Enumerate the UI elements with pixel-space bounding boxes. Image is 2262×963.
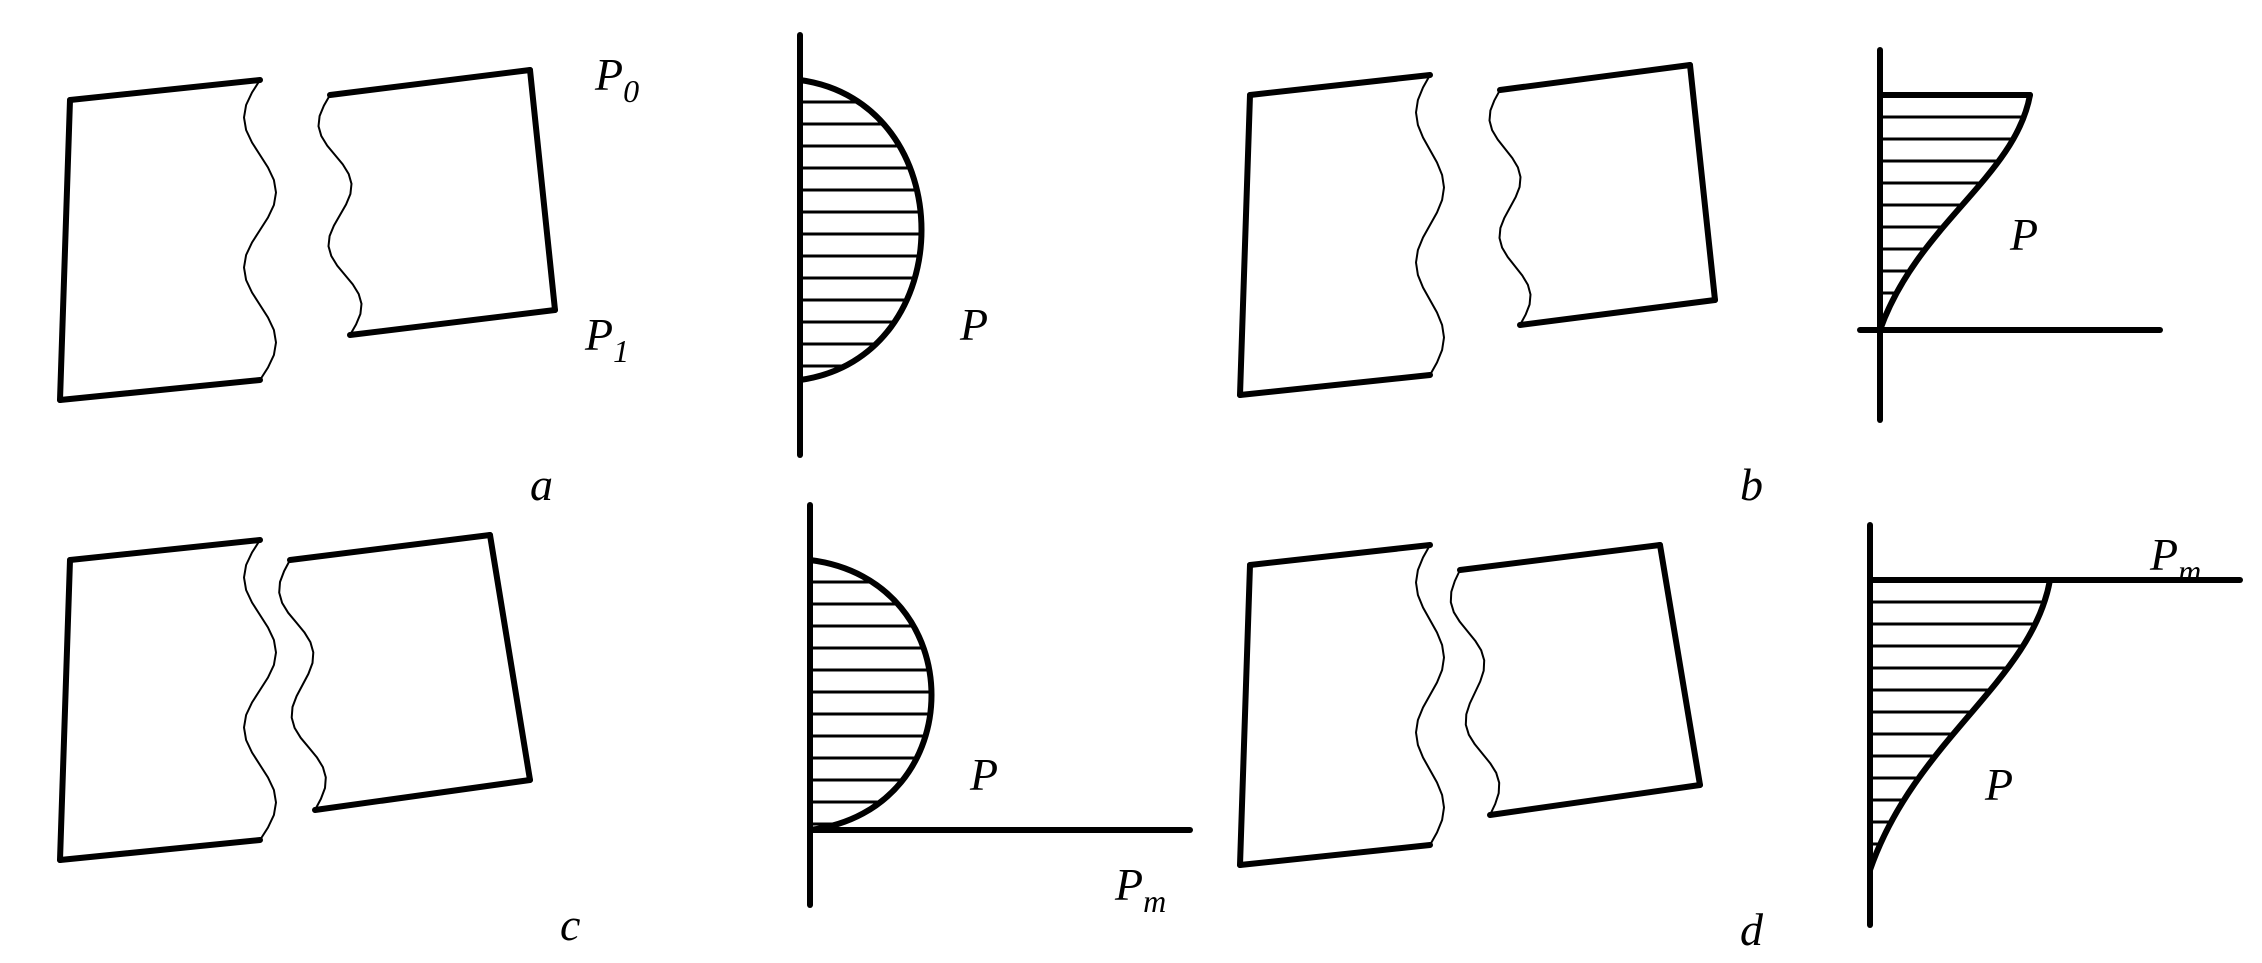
panel-a-block-left [60,80,276,400]
panel-a-caption: a [530,459,553,510]
panel-c-P: P [969,749,998,800]
panel-c-Pm: Pm [1114,859,1166,919]
panel-a-chart [800,35,989,455]
panel-d-P: P [1984,759,2013,810]
panel-d-caption: d [1740,904,1764,955]
panel-a-block-right [319,70,556,335]
panel-b-block-left [1240,75,1444,395]
panel-c-chart [810,505,1190,905]
panel-b-P: P [2009,209,2038,260]
panel-b-caption: b [1740,459,1763,510]
panel-c-block-left [60,540,276,860]
panel-a-P: P [959,299,988,350]
panel-d-block-left [1240,545,1444,865]
panel-d-block-right [1451,545,1700,815]
panel-b-block-right [1490,65,1716,325]
panel-a-label-1: P1 [584,309,629,369]
panel-a-label-0: P0 [594,49,639,109]
panel-c-block-right [279,535,530,810]
panel-c-caption: c [560,899,580,950]
